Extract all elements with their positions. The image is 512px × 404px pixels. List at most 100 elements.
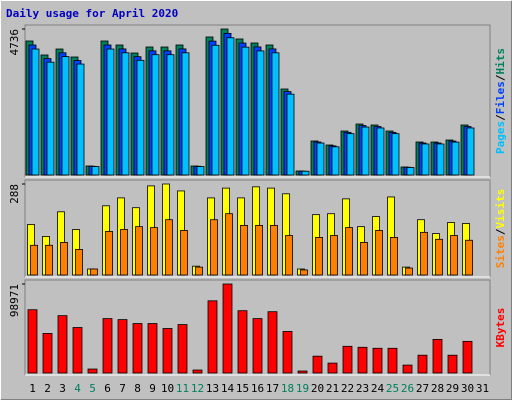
bar — [61, 56, 70, 176]
x-tick-label: 25 — [386, 382, 399, 395]
bar — [327, 362, 338, 374]
bar — [432, 338, 443, 374]
bar — [315, 236, 323, 276]
bar — [420, 231, 428, 276]
bar — [226, 37, 235, 176]
bar — [60, 242, 68, 276]
bar — [31, 48, 40, 176]
bar — [121, 52, 130, 176]
bar — [30, 244, 38, 276]
x-tick-label: 23 — [356, 382, 369, 395]
bar — [372, 347, 383, 374]
bar — [465, 239, 473, 276]
bar — [436, 143, 445, 176]
bar — [301, 170, 310, 176]
bar — [27, 309, 38, 374]
x-tick-label: 13 — [206, 382, 219, 395]
bar — [241, 46, 250, 176]
chart-title: Daily usage for April 2020 — [6, 7, 178, 20]
x-tick-label: 15 — [236, 382, 249, 395]
x-tick-label: 6 — [104, 382, 111, 395]
legend-separator: / — [494, 74, 507, 81]
x-tick-label: 30 — [461, 382, 474, 395]
bar — [42, 333, 53, 374]
bar — [150, 227, 158, 276]
x-tick-label: 11 — [176, 382, 189, 395]
legend: Sites/Visits — [494, 189, 507, 269]
x-tick-label: 16 — [251, 382, 264, 395]
x-tick-label: 3 — [59, 382, 66, 395]
x-tick-label: 9 — [149, 382, 156, 395]
bar — [252, 318, 263, 374]
x-tick-label: 4 — [74, 382, 81, 395]
bar — [181, 52, 190, 176]
x-tick-label: 2 — [44, 382, 51, 395]
bar — [91, 166, 100, 176]
bar — [87, 368, 98, 374]
y-tick-label: 4736 — [8, 29, 21, 56]
x-tick-label: 20 — [311, 382, 324, 395]
bar — [316, 142, 325, 176]
bar — [237, 310, 248, 374]
x-tick-label: 12 — [191, 382, 204, 395]
bar — [450, 235, 458, 276]
bar — [462, 340, 473, 374]
bar — [312, 355, 323, 374]
x-tick-label: 19 — [296, 382, 309, 395]
bar — [135, 226, 143, 276]
bar — [255, 224, 263, 276]
x-tick-label: 31 — [476, 382, 489, 395]
bar — [120, 229, 128, 276]
legend-entry: Pages — [494, 121, 507, 154]
bar — [75, 249, 83, 276]
bar — [151, 54, 160, 176]
x-tick-label: 17 — [266, 382, 279, 395]
bar — [270, 224, 278, 276]
bar — [211, 44, 220, 176]
x-tick-label: 7 — [119, 382, 126, 395]
bar — [180, 230, 188, 276]
bar — [177, 324, 188, 374]
bar — [72, 327, 83, 374]
x-tick-label: 27 — [416, 382, 429, 395]
bar — [285, 235, 293, 276]
legend-entry: Hits — [494, 48, 507, 75]
legend: Pages/Files/Hits — [494, 48, 507, 154]
bar — [271, 52, 280, 176]
bar — [282, 331, 293, 374]
legend-separator: / — [494, 228, 507, 235]
legend-entry: KBytes — [494, 308, 507, 348]
x-tick-label: 22 — [341, 382, 354, 395]
bar — [45, 244, 53, 276]
bar — [346, 133, 355, 176]
x-tick-label: 1 — [29, 382, 36, 395]
legend-entry: Visits — [494, 189, 507, 229]
bar — [286, 93, 295, 176]
y-tick-label: 98971 — [8, 284, 21, 317]
x-tick-label: 10 — [161, 382, 174, 395]
bar — [222, 283, 233, 374]
bar — [240, 224, 248, 276]
bar — [447, 354, 458, 374]
bar — [330, 235, 338, 276]
bar — [267, 311, 278, 374]
bar — [402, 364, 413, 374]
bar — [76, 63, 85, 176]
bar — [376, 127, 385, 176]
legend-entry: Sites — [494, 235, 507, 268]
y-tick-label: 288 — [8, 184, 21, 204]
legend-separator: / — [494, 114, 507, 121]
legend: KBytes — [494, 308, 507, 348]
bar — [375, 230, 383, 276]
bar — [117, 319, 128, 374]
bar — [102, 318, 113, 374]
bar — [360, 242, 368, 276]
bar — [105, 230, 113, 276]
bar — [297, 370, 308, 374]
bar — [331, 146, 340, 176]
x-tick-label: 8 — [134, 382, 141, 395]
x-tick-label: 5 — [89, 382, 96, 395]
bar — [357, 346, 368, 374]
bar — [162, 328, 173, 374]
x-tick-label: 28 — [431, 382, 444, 395]
